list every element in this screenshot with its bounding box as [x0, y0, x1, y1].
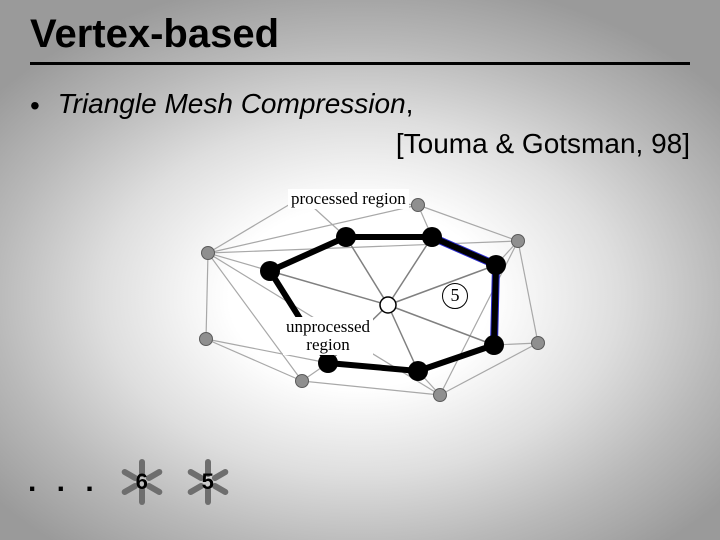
bullet-dot-icon: •	[30, 90, 40, 122]
sequence-value-0: 6	[118, 458, 166, 506]
degree-sequence: . . . 6 5	[28, 458, 232, 506]
sequence-ellipsis: . . .	[28, 465, 100, 499]
vertex-degree-badge: 5	[442, 283, 468, 309]
mesh-diagram: processed region unprocessed region 5	[170, 175, 570, 405]
bullet-trailing: ,	[406, 88, 414, 119]
citation-text: [Touma & Gotsman, 98]	[396, 128, 690, 160]
slide-title: Vertex-based	[30, 12, 279, 57]
bullet-line: • Triangle Mesh Compression,	[30, 88, 413, 122]
sequence-value-1: 5	[184, 458, 232, 506]
title-rule	[30, 62, 690, 65]
processed-region-label: processed region	[288, 189, 409, 209]
unprocessed-region-label: unprocessed region	[283, 317, 373, 355]
mesh-svg	[170, 175, 570, 405]
sequence-item-0: 6	[118, 458, 166, 506]
sequence-item-1: 5	[184, 458, 232, 506]
bullet-text: Triangle Mesh Compression	[58, 88, 406, 119]
